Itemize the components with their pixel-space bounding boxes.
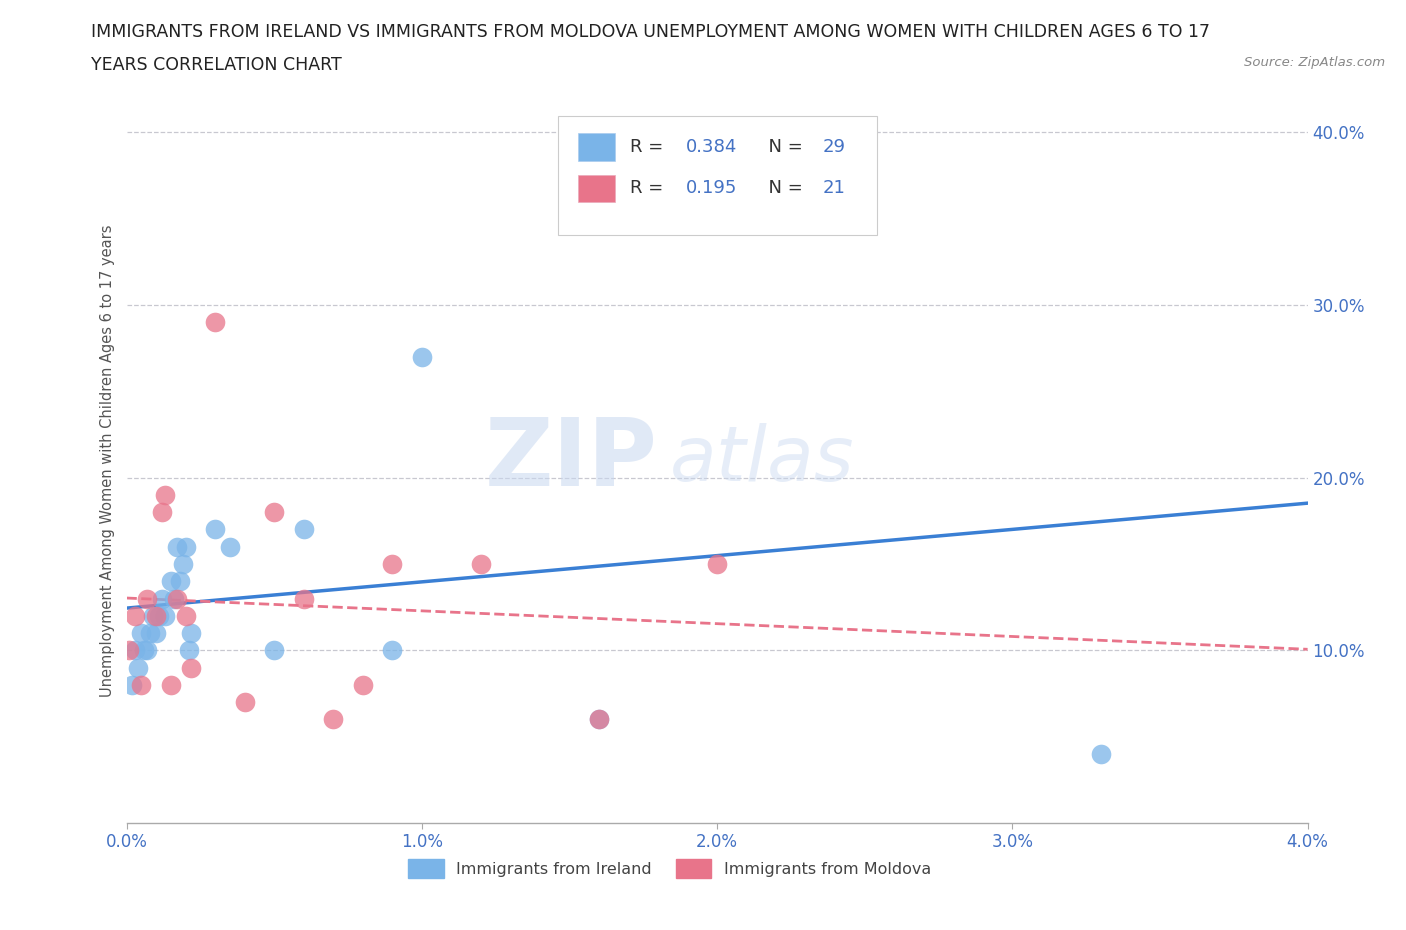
Point	[263, 643, 285, 658]
Point	[153, 608, 176, 623]
Y-axis label: Unemployment Among Women with Children Ages 6 to 17 years: Unemployment Among Women with Children A…	[100, 224, 115, 697]
Point	[588, 712, 610, 727]
Point	[166, 539, 188, 554]
Point	[124, 643, 146, 658]
Point	[134, 643, 156, 658]
Point	[150, 505, 173, 520]
Point	[118, 643, 141, 658]
Text: 0.195: 0.195	[686, 179, 738, 197]
Point	[121, 677, 143, 692]
Point	[204, 522, 226, 537]
Point	[292, 591, 315, 606]
Point	[129, 626, 153, 641]
Point	[180, 660, 202, 675]
Point	[150, 591, 173, 606]
Point	[160, 677, 183, 692]
Point	[588, 712, 610, 727]
Point	[219, 539, 242, 554]
Text: 21: 21	[823, 179, 845, 197]
Point	[136, 643, 159, 658]
Point	[127, 660, 149, 675]
Text: 29: 29	[823, 138, 845, 156]
Point	[233, 695, 256, 710]
Point	[139, 626, 162, 641]
FancyBboxPatch shape	[578, 133, 616, 161]
Point	[381, 643, 404, 658]
Point	[129, 677, 153, 692]
Text: YEARS CORRELATION CHART: YEARS CORRELATION CHART	[91, 56, 342, 73]
Text: IMMIGRANTS FROM IRELAND VS IMMIGRANTS FROM MOLDOVA UNEMPLOYMENT AMONG WOMEN WITH: IMMIGRANTS FROM IRELAND VS IMMIGRANTS FR…	[91, 23, 1211, 41]
Point	[166, 591, 188, 606]
Point	[169, 574, 191, 589]
Text: N =: N =	[758, 179, 808, 197]
Point	[263, 505, 285, 520]
Point	[470, 556, 492, 571]
Text: 0.384: 0.384	[686, 138, 738, 156]
Point	[148, 608, 170, 623]
Point	[706, 556, 728, 571]
Point	[145, 626, 167, 641]
Text: R =: R =	[630, 179, 669, 197]
Point	[1090, 747, 1112, 762]
Point	[136, 591, 159, 606]
Point	[411, 350, 433, 365]
Point	[381, 556, 404, 571]
Point	[352, 677, 374, 692]
Point	[145, 608, 167, 623]
FancyBboxPatch shape	[578, 175, 616, 202]
Point	[177, 643, 200, 658]
Point	[163, 591, 186, 606]
Text: Source: ZipAtlas.com: Source: ZipAtlas.com	[1244, 56, 1385, 69]
Point	[172, 556, 194, 571]
Point	[153, 487, 176, 502]
Point	[180, 626, 202, 641]
Text: R =: R =	[630, 138, 669, 156]
Point	[124, 608, 146, 623]
Point	[322, 712, 344, 727]
Point	[174, 608, 197, 623]
Point	[204, 314, 226, 329]
Point	[142, 608, 165, 623]
Legend: Immigrants from Ireland, Immigrants from Moldova: Immigrants from Ireland, Immigrants from…	[402, 853, 938, 884]
Text: atlas: atlas	[669, 423, 855, 498]
Point	[160, 574, 183, 589]
Point	[174, 539, 197, 554]
Text: ZIP: ZIP	[485, 415, 658, 506]
FancyBboxPatch shape	[558, 116, 876, 235]
Point	[794, 193, 817, 208]
Point	[292, 522, 315, 537]
Text: N =: N =	[758, 138, 808, 156]
